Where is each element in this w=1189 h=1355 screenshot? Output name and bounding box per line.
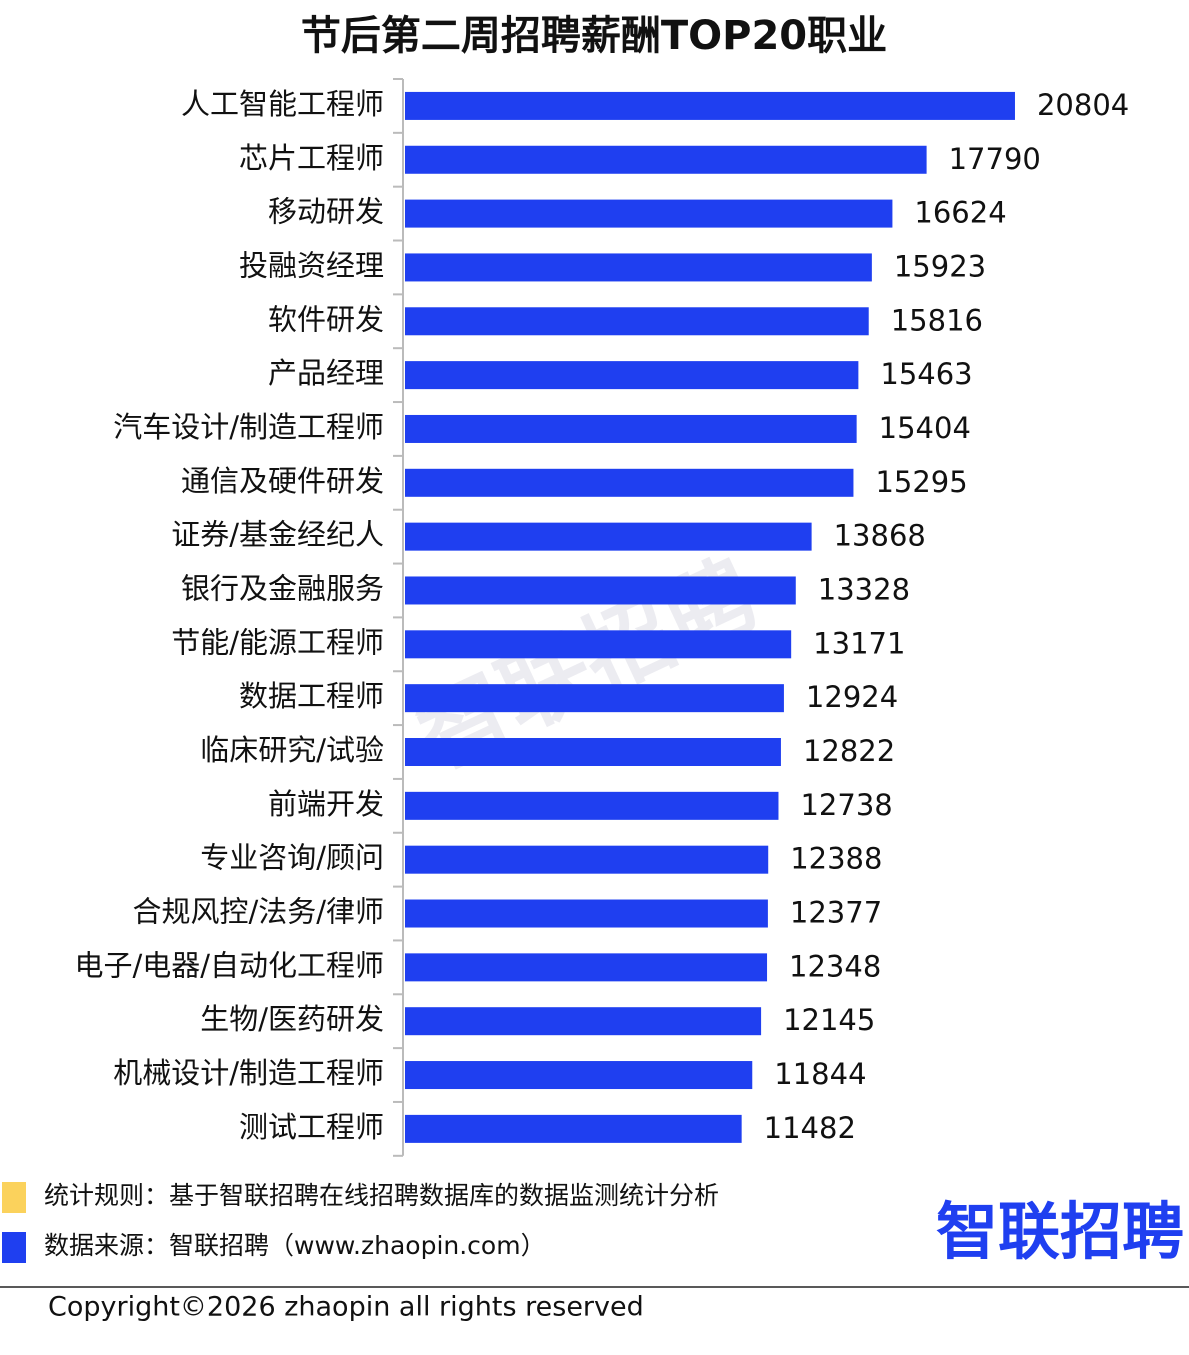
bar xyxy=(405,91,1015,120)
category-label: 产品经理 xyxy=(268,356,384,390)
bar xyxy=(405,1007,762,1036)
bar xyxy=(405,414,857,443)
value-label: 15295 xyxy=(875,465,967,499)
value-label: 15404 xyxy=(879,411,971,445)
legend-swatch xyxy=(2,1182,26,1213)
value-label: 15816 xyxy=(891,303,983,337)
copyright: Copyright©2026 zhaopin all rights reserv… xyxy=(48,1292,644,1323)
legend-swatch xyxy=(2,1232,26,1263)
category-label: 软件研发 xyxy=(268,302,384,336)
category-label: 证券/基金经纪人 xyxy=(171,518,384,552)
category-label: 芯片工程师 xyxy=(239,141,384,175)
bar xyxy=(405,1114,742,1143)
category-label: 电子/电器/自动化工程师 xyxy=(74,948,384,982)
category-label: 机械设计/制造工程师 xyxy=(113,1056,384,1090)
bar xyxy=(405,738,781,766)
value-label: 12822 xyxy=(803,734,895,768)
value-label: 12388 xyxy=(790,842,882,876)
value-label: 12377 xyxy=(790,896,882,930)
value-label: 15923 xyxy=(894,249,986,283)
bar xyxy=(405,1061,753,1090)
category-label: 移动研发 xyxy=(268,195,384,229)
category-label: 人工智能工程师 xyxy=(181,87,384,121)
value-label: 12145 xyxy=(783,1003,875,1037)
category-label: 通信及硬件研发 xyxy=(181,464,384,498)
footer-note: 数据来源：智联招聘（www.zhaopin.com） xyxy=(44,1231,546,1260)
category-label: 生物/医药研发 xyxy=(200,1002,384,1036)
bar xyxy=(405,953,768,982)
value-label: 15463 xyxy=(880,357,972,391)
bar xyxy=(405,145,927,174)
value-label: 11844 xyxy=(774,1057,866,1091)
bar xyxy=(405,899,768,928)
bar xyxy=(405,468,854,497)
category-label: 银行及金融服务 xyxy=(181,571,384,605)
value-label: 12348 xyxy=(789,949,881,983)
bar xyxy=(405,684,784,713)
category-label: 汽车设计/制造工程师 xyxy=(113,410,384,444)
category-label: 专业咨询/顾问 xyxy=(200,841,384,875)
value-label: 16624 xyxy=(914,196,1006,230)
bar xyxy=(405,199,893,228)
bar xyxy=(405,791,779,820)
bar xyxy=(405,253,872,282)
category-label: 前端开发 xyxy=(268,787,384,821)
bar xyxy=(405,630,792,659)
footer-note: 统计规则：基于智联招聘在线招聘数据库的数据监测统计分析 xyxy=(44,1181,719,1210)
category-label: 合规风控/法务/律师 xyxy=(132,895,384,929)
value-label: 17790 xyxy=(949,142,1041,176)
value-label: 12738 xyxy=(800,788,892,822)
value-label: 11482 xyxy=(764,1111,856,1145)
bar xyxy=(405,576,796,605)
value-label: 13171 xyxy=(813,626,905,660)
category-label: 节能/能源工程师 xyxy=(171,625,384,659)
bar xyxy=(405,845,769,874)
bar xyxy=(405,522,812,551)
bar xyxy=(405,361,859,390)
category-label: 临床研究/试验 xyxy=(200,733,384,767)
logo: 智联招聘 xyxy=(936,1195,1184,1268)
chart-title: 节后第二周招聘薪酬TOP20职业 xyxy=(301,13,887,59)
value-label: 13868 xyxy=(834,519,926,553)
value-label: 13328 xyxy=(818,572,910,606)
category-label: 数据工程师 xyxy=(239,679,384,713)
value-label: 20804 xyxy=(1037,88,1129,122)
value-label: 12924 xyxy=(806,680,898,714)
bar xyxy=(405,307,869,336)
category-label: 测试工程师 xyxy=(239,1110,384,1144)
category-label: 投融资经理 xyxy=(239,248,384,282)
